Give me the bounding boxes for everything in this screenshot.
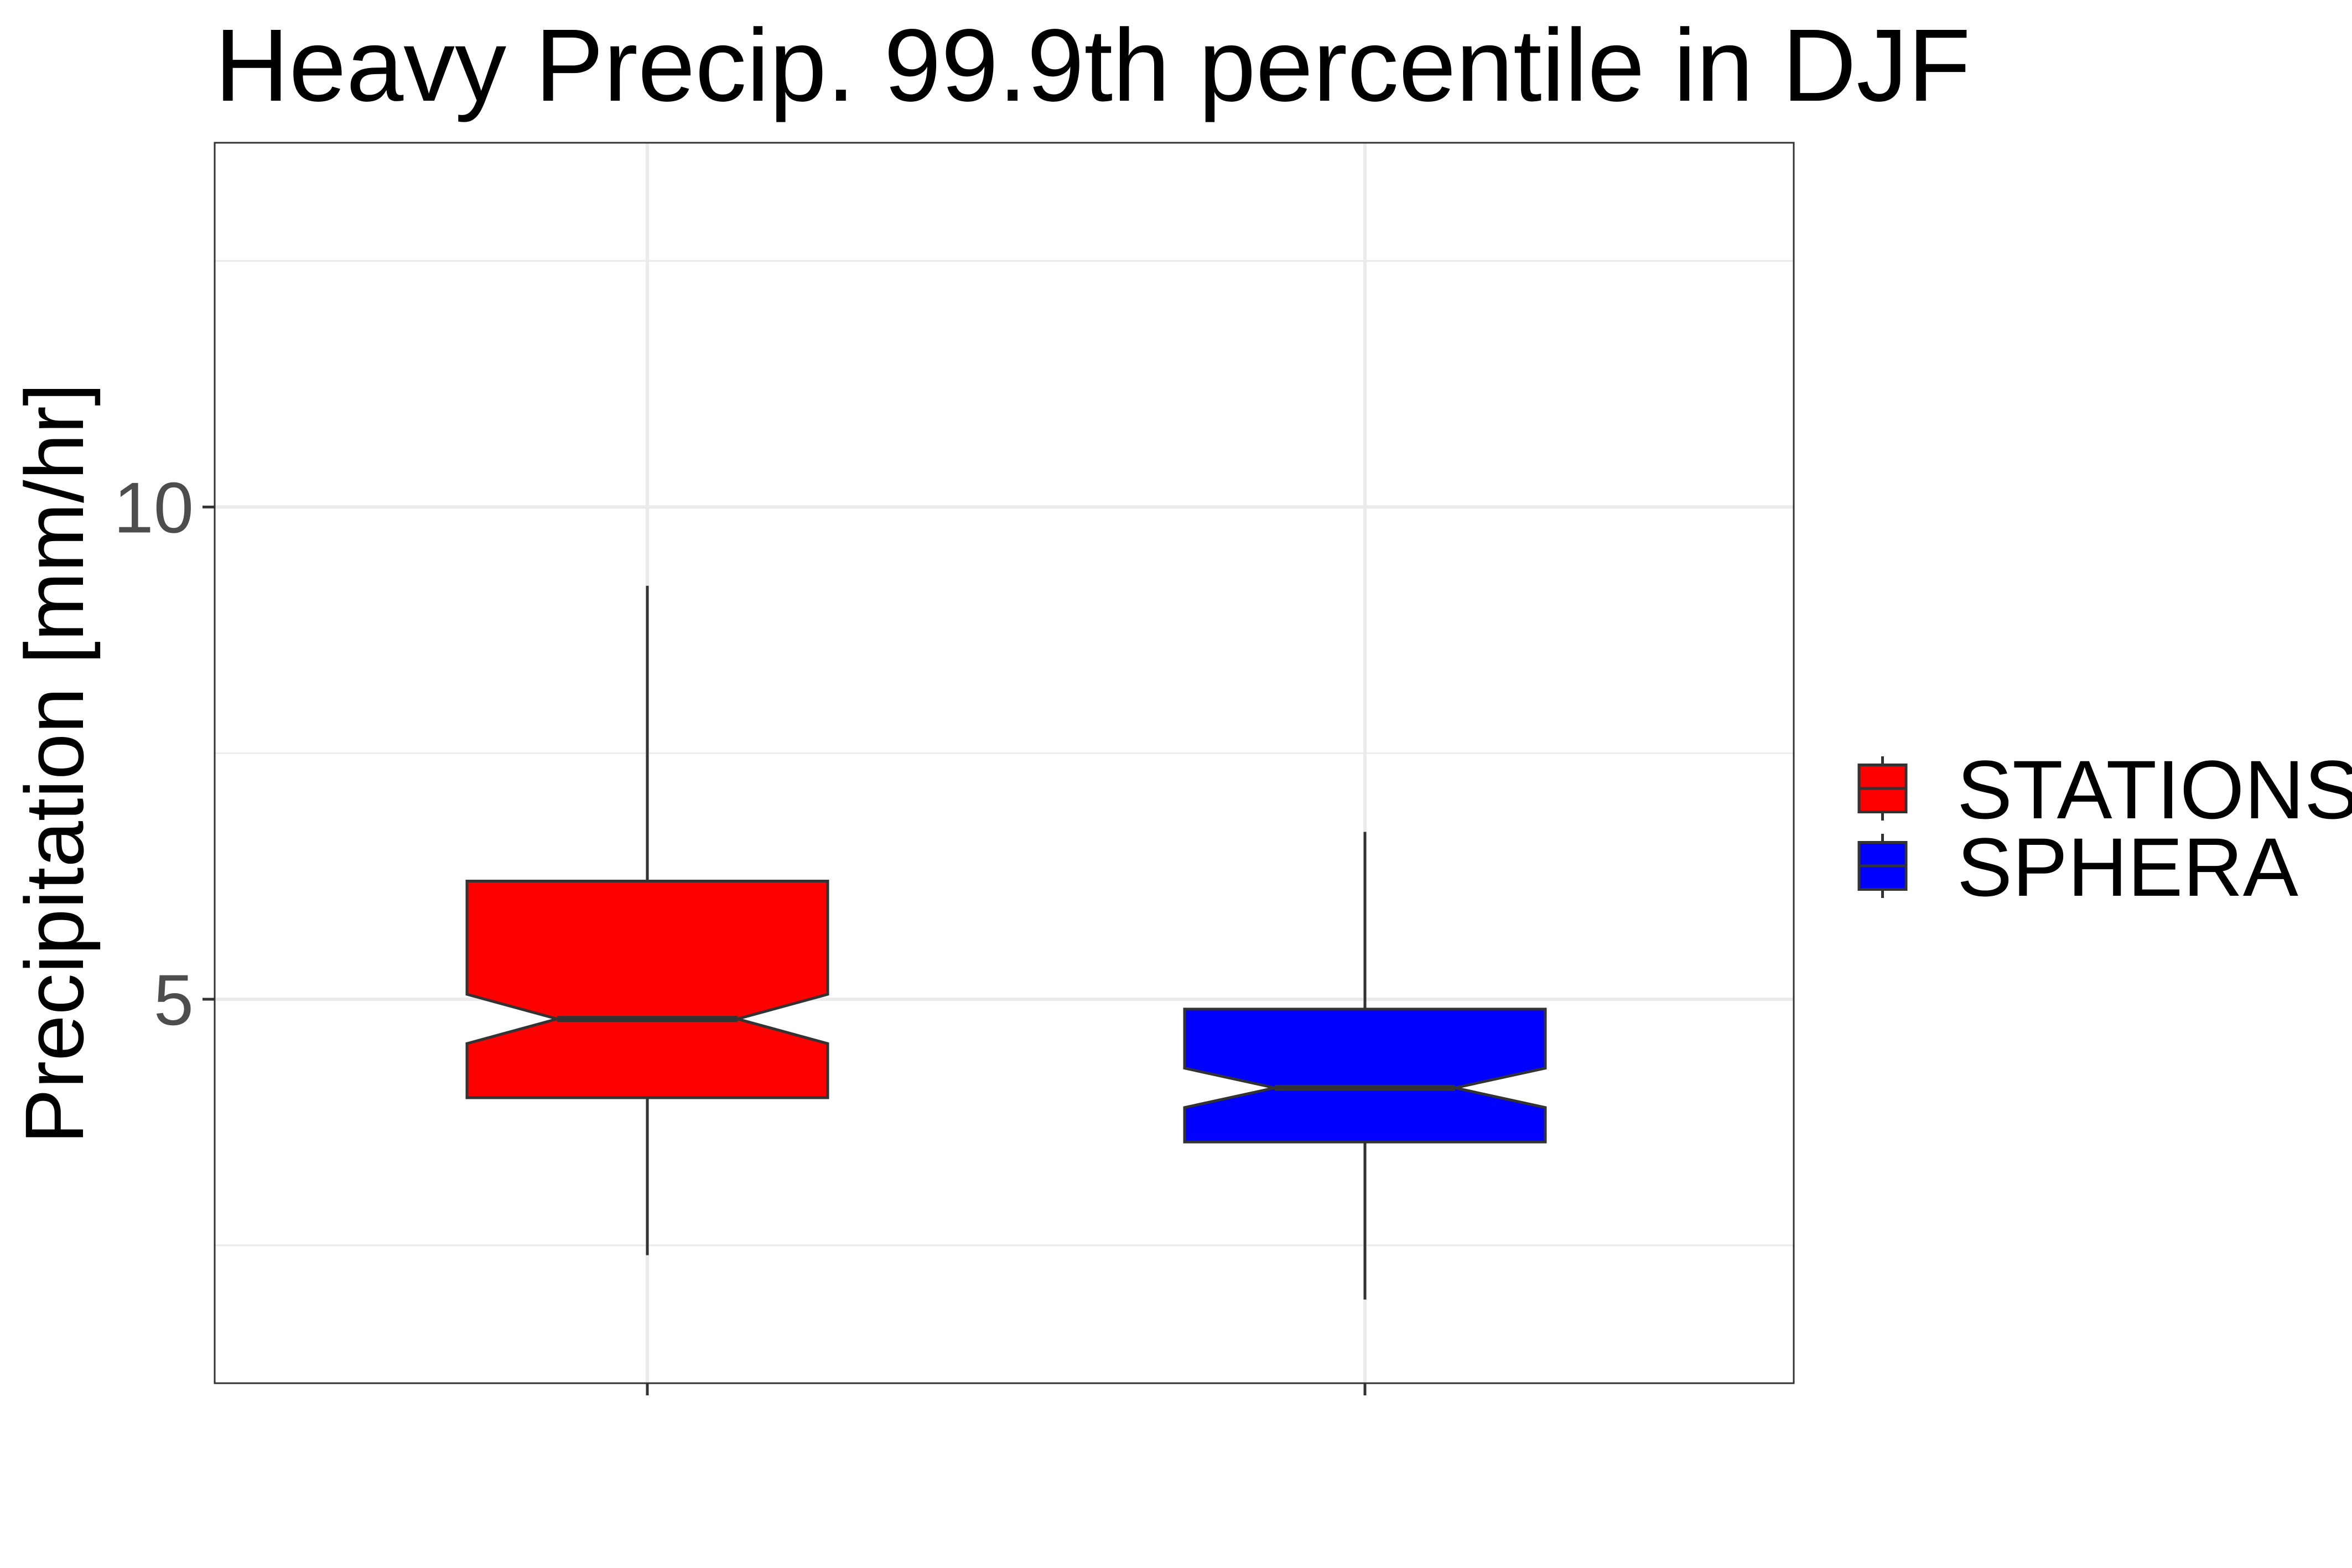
box-body xyxy=(465,880,829,1099)
chart-title: Heavy Precip. 99.9th percentile in DJF xyxy=(215,8,1971,123)
boxplot-sphera xyxy=(1183,832,1547,1300)
box-body xyxy=(1183,1008,1547,1144)
boxplot-stations xyxy=(465,585,829,1255)
plot-border xyxy=(214,142,1795,1384)
y-tick-label: 10 xyxy=(113,467,194,548)
plot-panel xyxy=(215,143,1794,1383)
axes: 5 10 xyxy=(113,467,1367,1395)
legend-item-sphera: SPHERA xyxy=(1857,821,2298,913)
legend-label: STATIONS xyxy=(1957,743,2352,836)
y-axis-label: Precipitation [mm/hr] xyxy=(8,383,101,1144)
boxplots xyxy=(465,585,1547,1300)
legend-item-stations: STATIONS xyxy=(1857,743,2352,836)
y-tick-label: 5 xyxy=(154,959,194,1040)
legend-label: SPHERA xyxy=(1957,821,2298,913)
